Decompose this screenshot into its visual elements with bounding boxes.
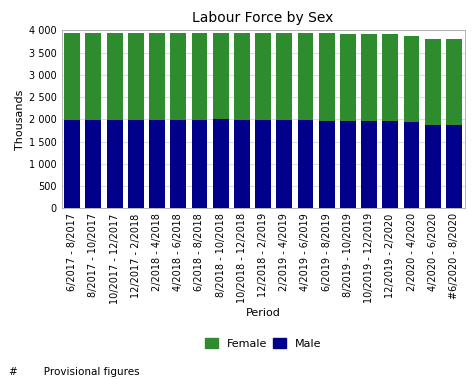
Text: #        Provisional figures: # Provisional figures [9, 367, 140, 377]
Bar [276, 120, 292, 208]
Bar [64, 33, 80, 120]
Bar [319, 33, 335, 121]
Bar [149, 120, 165, 208]
Bar [361, 34, 377, 121]
Bar [213, 119, 228, 208]
Bar [191, 33, 208, 120]
Bar [446, 125, 462, 208]
Bar [234, 120, 250, 208]
Bar [425, 125, 441, 208]
Bar [85, 120, 101, 208]
Bar [170, 33, 186, 120]
Bar [425, 39, 441, 125]
Bar [298, 33, 313, 121]
Bar [340, 34, 356, 121]
Bar [383, 34, 398, 121]
Bar [64, 120, 80, 208]
Bar [107, 120, 123, 208]
Bar [213, 33, 228, 119]
Bar [403, 122, 419, 208]
Bar [383, 121, 398, 208]
Bar [255, 33, 271, 120]
X-axis label: Period: Period [246, 308, 281, 318]
Bar [361, 121, 377, 208]
Bar [340, 121, 356, 208]
Bar [319, 121, 335, 208]
Bar [149, 33, 165, 120]
Bar [255, 120, 271, 208]
Bar [276, 33, 292, 120]
Y-axis label: Thousands: Thousands [15, 89, 25, 150]
Bar [191, 120, 208, 208]
Bar [298, 121, 313, 208]
Bar [128, 120, 144, 208]
Bar [446, 39, 462, 125]
Bar [128, 33, 144, 120]
Legend: Female, Male: Female, Male [201, 335, 325, 352]
Bar [107, 33, 123, 120]
Bar [234, 33, 250, 120]
Bar [170, 120, 186, 208]
Title: Labour Force by Sex: Labour Force by Sex [192, 11, 334, 25]
Bar [403, 36, 419, 122]
Bar [85, 33, 101, 120]
